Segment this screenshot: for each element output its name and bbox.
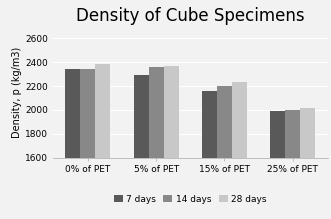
Bar [217,86,232,219]
Bar [164,66,179,219]
Legend: 7 days, 14 days, 28 days: 7 days, 14 days, 28 days [110,191,270,207]
Bar [232,82,247,219]
Bar [270,111,285,219]
Y-axis label: Density, p (kg/m3): Density, p (kg/m3) [12,46,22,138]
Bar [66,69,80,219]
Title: Density of Cube Specimens: Density of Cube Specimens [76,7,305,25]
Bar [149,67,164,219]
Bar [80,69,95,219]
Bar [300,108,315,219]
Bar [202,91,217,219]
Bar [285,111,300,219]
Bar [95,64,111,219]
Bar [134,75,149,219]
